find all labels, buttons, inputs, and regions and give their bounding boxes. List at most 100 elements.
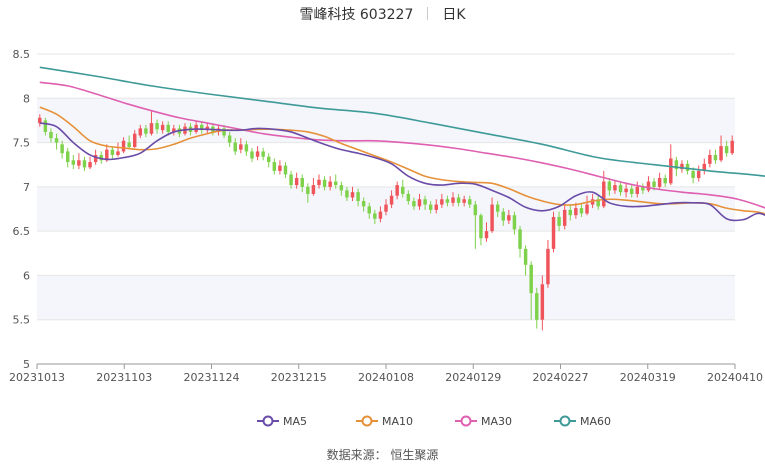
- background-bands: [37, 98, 735, 320]
- candle-body: [518, 229, 522, 249]
- candle: [99, 151, 103, 164]
- candle-body: [680, 163, 684, 170]
- legend-marker: [262, 415, 274, 427]
- candle: [272, 158, 277, 175]
- candle: [501, 208, 505, 226]
- candle: [512, 211, 517, 235]
- moving-average-lines: [39, 66, 765, 222]
- candle-body: [579, 208, 584, 214]
- candle: [624, 183, 628, 198]
- candle-body: [149, 123, 154, 134]
- candle-body: [412, 201, 416, 207]
- y-tick-label: 5: [23, 358, 30, 371]
- candle: [71, 154, 76, 170]
- candle-body: [239, 144, 243, 150]
- candle: [523, 245, 528, 276]
- ma-line-ma60: [39, 66, 765, 177]
- candle-body: [227, 135, 232, 143]
- x-tick-label: 20231013: [9, 371, 65, 384]
- x-axis: 20231013 20231103 20231124 20231215 20240108…: [9, 363, 763, 384]
- candle-body: [267, 156, 271, 163]
- candle-body: [283, 165, 288, 175]
- candle-body: [440, 199, 444, 205]
- candle: [607, 178, 612, 196]
- candle: [121, 137, 126, 154]
- candle-body: [523, 248, 528, 265]
- candle: [719, 135, 723, 163]
- candle-body: [278, 165, 282, 171]
- legend-label: MA60: [580, 415, 611, 428]
- candle: [434, 199, 438, 214]
- candle: [724, 140, 729, 157]
- candle-body: [540, 284, 545, 320]
- candle-body: [691, 170, 695, 178]
- candle-body: [702, 163, 707, 171]
- candle-body: [512, 215, 517, 230]
- candle-body: [428, 204, 433, 210]
- candle: [557, 211, 561, 232]
- candle-body: [49, 131, 53, 139]
- candle-body: [685, 163, 690, 171]
- y-tick-label: 6: [23, 269, 30, 282]
- candle-body: [311, 185, 316, 194]
- candle-body: [568, 209, 573, 216]
- candle-body: [473, 204, 478, 216]
- grid-band: [37, 98, 735, 143]
- candle-body: [468, 199, 472, 205]
- candle: [401, 179, 405, 198]
- legend-label: MA30: [481, 415, 512, 428]
- candle-body: [557, 216, 561, 226]
- candle-body: [328, 181, 332, 187]
- candle: [568, 204, 573, 221]
- candle-body: [451, 197, 455, 203]
- candle: [713, 149, 718, 164]
- candle: [428, 201, 433, 214]
- candle: [440, 193, 444, 209]
- candle: [507, 209, 511, 225]
- candle-body: [132, 133, 137, 147]
- candle-body: [551, 216, 556, 249]
- candle: [356, 188, 360, 207]
- chart-header: 雪峰科技 603227 日K: [0, 4, 765, 24]
- candle: [60, 140, 64, 159]
- candle-body: [546, 248, 550, 285]
- candle-body: [350, 192, 355, 198]
- candle-body: [719, 146, 723, 161]
- candle: [132, 130, 137, 148]
- candle: [233, 138, 237, 155]
- candle: [350, 186, 355, 202]
- candle-body: [222, 128, 226, 136]
- candle: [65, 147, 70, 168]
- candle: [484, 222, 489, 242]
- candle-body: [501, 211, 505, 221]
- candle: [423, 195, 427, 210]
- candle: [596, 195, 600, 210]
- candle: [160, 121, 165, 134]
- candle: [389, 190, 394, 209]
- candle: [144, 124, 148, 138]
- candle: [518, 225, 522, 258]
- candle-body: [172, 128, 176, 132]
- candle-body: [99, 154, 103, 161]
- candle: [255, 146, 260, 161]
- candle-body: [373, 213, 377, 219]
- candle: [334, 174, 338, 189]
- candle: [43, 117, 48, 136]
- candle-body: [88, 162, 92, 168]
- legend: MA5 MA10 MA30 MA60: [257, 415, 611, 428]
- candle: [691, 167, 695, 184]
- candle-body: [389, 195, 394, 205]
- candle: [166, 121, 170, 136]
- candle-body: [361, 201, 366, 207]
- candle-body: [155, 123, 159, 130]
- y-tick-label: 6.5: [13, 225, 31, 238]
- candle: [38, 114, 42, 127]
- candle-body: [618, 185, 623, 193]
- candle: [361, 197, 366, 212]
- candle: [468, 195, 472, 209]
- candle: [250, 147, 254, 163]
- candle-body: [462, 199, 466, 203]
- x-tick-label: 20240319: [620, 371, 676, 384]
- legend-item-ma10: MA10: [356, 415, 413, 428]
